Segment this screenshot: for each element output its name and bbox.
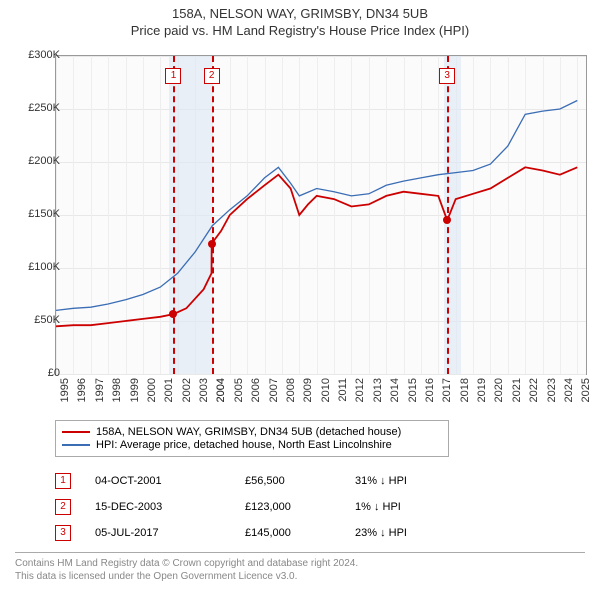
y-tick-label: £150K bbox=[10, 208, 60, 220]
x-tick-label: 1995 bbox=[59, 378, 71, 402]
chart-container: 158A, NELSON WAY, GRIMSBY, DN34 5UB Pric… bbox=[0, 0, 600, 590]
y-tick-label: £250K bbox=[10, 102, 60, 114]
event-badge: 3 bbox=[55, 525, 71, 541]
event-delta: 23% ↓ HPI bbox=[355, 527, 475, 539]
y-tick-label: £100K bbox=[10, 261, 60, 273]
sale-point bbox=[208, 240, 216, 248]
events-table: 104-OCT-2001£56,50031% ↓ HPI215-DEC-2003… bbox=[55, 468, 555, 546]
x-tick-label: 2005 bbox=[233, 378, 245, 402]
x-tick-label: 2015 bbox=[407, 378, 419, 402]
x-tick-label: 1998 bbox=[111, 378, 123, 402]
x-tick-label: 2003 bbox=[198, 378, 210, 402]
x-tick-label: 2019 bbox=[476, 378, 488, 402]
x-tick-label: 2007 bbox=[268, 378, 280, 402]
x-tick-label: 2014 bbox=[389, 378, 401, 402]
event-date: 05-JUL-2017 bbox=[95, 527, 245, 539]
x-tick-label: 2006 bbox=[250, 378, 262, 402]
x-tick-label: 2025 bbox=[580, 378, 592, 402]
series-line-hpi bbox=[56, 101, 577, 311]
x-tick-label: 2011 bbox=[337, 378, 349, 402]
x-tick-label: 1997 bbox=[94, 378, 106, 402]
x-tick-label: 2020 bbox=[493, 378, 505, 402]
legend-item: HPI: Average price, detached house, Nort… bbox=[62, 439, 442, 451]
y-tick-label: £300K bbox=[10, 49, 60, 61]
x-tick-label: 2009 bbox=[302, 378, 314, 402]
footer-attribution: Contains HM Land Registry data © Crown c… bbox=[15, 552, 585, 583]
event-price: £145,000 bbox=[245, 527, 355, 539]
x-tick-label: 2000 bbox=[146, 378, 158, 402]
series-svg bbox=[56, 56, 586, 374]
legend-box: 158A, NELSON WAY, GRIMSBY, DN34 5UB (det… bbox=[55, 420, 449, 457]
footer-line-2: This data is licensed under the Open Gov… bbox=[15, 570, 585, 583]
x-tick-label: 2016 bbox=[424, 378, 436, 402]
x-tick-label: 2008 bbox=[285, 378, 297, 402]
y-tick-label: £50K bbox=[10, 314, 60, 326]
legend-label: HPI: Average price, detached house, Nort… bbox=[96, 439, 392, 451]
title-sub: Price paid vs. HM Land Registry's House … bbox=[0, 23, 600, 38]
x-tick-label: 2018 bbox=[459, 378, 471, 402]
event-delta: 1% ↓ HPI bbox=[355, 501, 475, 513]
event-price: £56,500 bbox=[245, 475, 355, 487]
x-tick-label: 2017 bbox=[441, 378, 453, 402]
legend-label: 158A, NELSON WAY, GRIMSBY, DN34 5UB (det… bbox=[96, 426, 401, 438]
event-date: 04-OCT-2001 bbox=[95, 475, 245, 487]
event-delta: 31% ↓ HPI bbox=[355, 475, 475, 487]
event-row: 3 05-JUL-2017£145,00023% ↓ HPI bbox=[55, 520, 555, 546]
title-main: 158A, NELSON WAY, GRIMSBY, DN34 5UB bbox=[0, 6, 600, 21]
legend-item: 158A, NELSON WAY, GRIMSBY, DN34 5UB (det… bbox=[62, 426, 442, 438]
y-tick-label: £200K bbox=[10, 155, 60, 167]
x-tick-label: 1999 bbox=[129, 378, 141, 402]
x-tick-label: 2023 bbox=[546, 378, 558, 402]
legend-swatch bbox=[62, 431, 90, 433]
event-row: 1 04-OCT-2001£56,50031% ↓ HPI bbox=[55, 468, 555, 494]
footer-line-1: Contains HM Land Registry data © Crown c… bbox=[15, 557, 585, 570]
x-tick-label: 2012 bbox=[354, 378, 366, 402]
legend-swatch bbox=[62, 444, 90, 446]
x-tick-label: 2002 bbox=[181, 378, 193, 402]
event-date: 15-DEC-2003 bbox=[95, 501, 245, 513]
event-badge: 1 bbox=[55, 473, 71, 489]
x-tick-label: 2001 bbox=[163, 378, 175, 402]
sale-point bbox=[169, 310, 177, 318]
event-badge: 2 bbox=[55, 499, 71, 515]
title-block: 158A, NELSON WAY, GRIMSBY, DN34 5UB Pric… bbox=[0, 0, 600, 38]
x-tick-label: 2010 bbox=[320, 378, 332, 402]
series-line-price_paid bbox=[56, 167, 577, 326]
sale-point bbox=[443, 216, 451, 224]
event-row: 2 15-DEC-2003£123,0001% ↓ HPI bbox=[55, 494, 555, 520]
x-tick-label: 2024 bbox=[563, 378, 575, 402]
x-tick-label: 2021 bbox=[511, 378, 523, 402]
x-tick-label: 1996 bbox=[76, 378, 88, 402]
x-tick-label: 2013 bbox=[372, 378, 384, 402]
chart-plot-area: 123 bbox=[55, 55, 587, 375]
event-price: £123,000 bbox=[245, 501, 355, 513]
y-tick-label: £0 bbox=[10, 367, 60, 379]
x-tick-label: 2022 bbox=[528, 378, 540, 402]
x-tick-label: 2004 bbox=[215, 378, 227, 402]
